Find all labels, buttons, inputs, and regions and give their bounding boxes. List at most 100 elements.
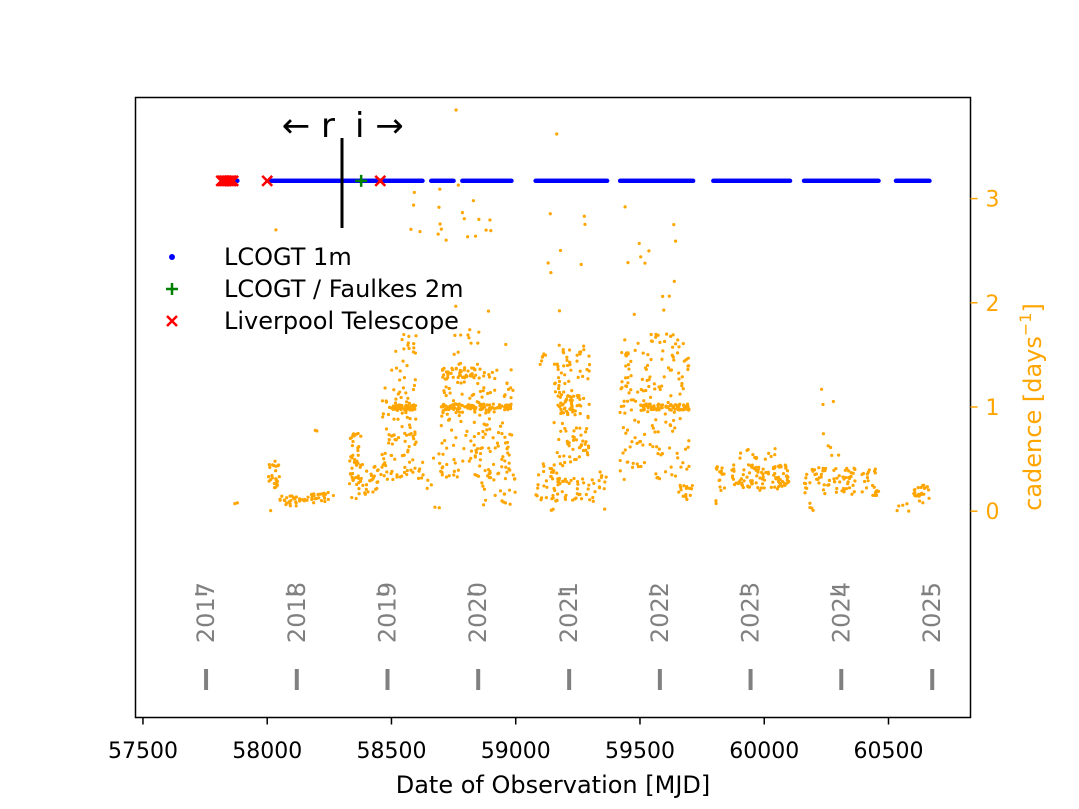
cadence-point (285, 501, 289, 505)
cadence-point (392, 405, 396, 409)
cadence-point (556, 477, 560, 481)
cadence-point (618, 469, 622, 473)
cadence-point (458, 368, 462, 372)
cadence-point (644, 367, 648, 372)
cadence-point (556, 364, 560, 369)
cadence-point (474, 373, 478, 377)
cadence-point (597, 479, 601, 483)
cadence-point (901, 503, 905, 507)
cadence-point (460, 210, 465, 215)
cadence-point (927, 496, 931, 500)
cadence-point (853, 467, 857, 471)
cadence-point (585, 427, 589, 431)
cadence-point (586, 487, 590, 491)
cadence-point (808, 505, 812, 510)
cadence-point (539, 359, 544, 363)
cadence-point (487, 446, 491, 450)
cadence-point (642, 399, 646, 403)
cadence-point (783, 483, 787, 487)
cadence-point (776, 475, 781, 479)
cadence-point (587, 483, 591, 487)
x-tick-label: 57500 (108, 739, 178, 764)
cadence-point (491, 436, 495, 440)
cadence-point (647, 384, 651, 389)
cadence-point (771, 480, 775, 484)
cadence-point (462, 217, 466, 221)
cadence-point (497, 403, 502, 407)
cadence-point (567, 481, 571, 485)
cadence-point (669, 334, 673, 338)
cadence-point (580, 477, 585, 481)
cadence-point (563, 373, 567, 377)
cadence-point (298, 497, 302, 501)
cadence-point (681, 341, 685, 346)
cadence-point (571, 447, 575, 451)
cadence-point (315, 429, 319, 433)
cadence-point (348, 459, 352, 463)
year-markers: 2017 2018 2019 2020 2021 2022 2023 2024 2025 (192, 582, 946, 690)
lcogt-1m-point (420, 178, 425, 184)
cadence-point (441, 367, 445, 372)
cadence-point (294, 504, 298, 508)
cadence-point (452, 473, 456, 477)
cadence-point (754, 481, 758, 485)
cadence-point (235, 501, 239, 505)
cadence-point (756, 486, 760, 490)
cadence-point (380, 399, 385, 403)
cadence-point (778, 478, 782, 482)
cadence-point (387, 441, 391, 445)
year-label-2020: 2020 (464, 582, 492, 643)
cadence-point (620, 380, 624, 384)
cadence-point (685, 467, 689, 471)
lcogt-1m-point (509, 178, 514, 184)
cadence-point (625, 399, 630, 403)
cadence-point (586, 377, 590, 381)
cadence-point (751, 452, 755, 457)
cadence-point (433, 505, 437, 509)
cadence-point (380, 453, 384, 457)
cadence-point (665, 332, 669, 336)
cadence-point (466, 406, 470, 410)
cadence-point (292, 497, 296, 501)
cadence-point (471, 199, 476, 203)
cadence-point (488, 449, 492, 454)
cadence-point (584, 440, 588, 444)
cadence-point (498, 406, 502, 410)
cadence-point (453, 461, 457, 465)
x-tick-label: 60500 (853, 739, 923, 764)
cadence-point (505, 470, 509, 474)
cadence-point (352, 460, 356, 464)
cadence-point (621, 426, 626, 430)
cadence-point (456, 380, 460, 384)
cadence-point (762, 486, 766, 490)
cadence-point (551, 496, 555, 500)
cadence-point (921, 501, 925, 505)
cadence-point (326, 497, 330, 502)
cadence-point (437, 452, 441, 456)
cadence-point (578, 369, 582, 373)
cadence-point (718, 470, 723, 474)
cadence-point (437, 506, 441, 510)
cadence-point (391, 407, 395, 411)
cadence-point (403, 465, 407, 469)
cadence-point (455, 475, 459, 479)
cadence-point (629, 359, 633, 363)
cadence-point (817, 481, 821, 485)
lcogt-1m-point (604, 178, 610, 184)
cadence-point (686, 367, 690, 372)
cadence-point (827, 483, 831, 487)
cadence-point (624, 351, 629, 355)
cadence-point (460, 392, 464, 396)
cadence-point (555, 132, 559, 136)
cadence-point (604, 475, 608, 479)
cadence-point (875, 489, 879, 493)
cadence-point (871, 493, 875, 497)
cadence-point (670, 473, 674, 477)
cadence-point (507, 488, 512, 492)
cadence-point (578, 352, 582, 356)
cadence-point (322, 491, 326, 495)
cadence-point (835, 486, 839, 491)
cadence-point (462, 447, 466, 451)
cadence-point (294, 495, 298, 499)
cadence-point (778, 481, 782, 485)
